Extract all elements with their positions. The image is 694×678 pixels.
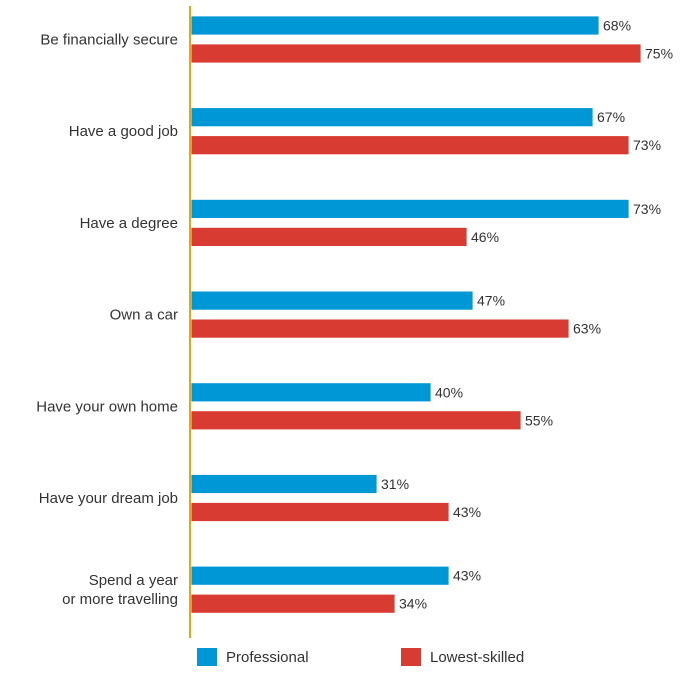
data-label-professional-2: 73%: [633, 201, 661, 217]
data-label-lowest-skilled-3: 63%: [573, 321, 601, 337]
legend-label-professional: Professional: [226, 649, 309, 666]
bar-professional-0: [190, 15, 600, 36]
bar-professional-2: [190, 198, 630, 219]
category-label-5: Have your dream job: [39, 490, 178, 507]
bar-lowest-skilled-2: [190, 226, 468, 247]
category-label-0: Be financially secure: [40, 32, 178, 49]
category-label-line: Have a good job: [69, 123, 178, 140]
data-label-lowest-skilled-2: 46%: [471, 229, 499, 245]
bar-lowest-skilled-1: [190, 135, 630, 156]
data-label-professional-1: 67%: [597, 109, 625, 125]
category-labels: Be financially secure Have a good job Have…: [36, 32, 178, 609]
data-label-lowest-skilled-6: 34%: [399, 596, 427, 612]
legend-swatch-professional: [197, 648, 217, 666]
bar-professional-5: [190, 474, 378, 494]
category-label-2: Have a degree: [80, 215, 178, 232]
legend: Professional Lowest-skilled: [197, 648, 524, 666]
bars-group: 68% 75% 67% 73% 73% 46% 47% 63% 40% 55% 31% 43% 43% 3…: [190, 15, 673, 614]
legend-swatch-lowest-skilled: [401, 648, 421, 666]
category-label-line: or more travelling: [62, 591, 178, 608]
data-label-lowest-skilled-0: 75%: [645, 46, 673, 62]
bar-lowest-skilled-3: [190, 318, 570, 339]
data-label-professional-4: 40%: [435, 384, 463, 400]
category-label-1: Have a good job: [69, 123, 178, 140]
bar-lowest-skilled-4: [190, 410, 522, 431]
category-label-line: Spend a year: [89, 572, 178, 589]
category-label-line: Own a car: [110, 307, 178, 324]
data-label-lowest-skilled-1: 73%: [633, 137, 661, 153]
category-label-line: Have a degree: [80, 215, 178, 232]
data-label-professional-3: 47%: [477, 293, 505, 309]
bar-professional-3: [190, 290, 474, 311]
category-label-6: Spend a year or more travelling: [62, 572, 178, 608]
bar-professional-6: [190, 565, 450, 586]
bar-lowest-skilled-5: [190, 502, 450, 522]
category-label-line: Have your dream job: [39, 490, 178, 507]
data-label-lowest-skilled-4: 55%: [525, 412, 553, 428]
data-label-professional-0: 68%: [603, 18, 631, 34]
category-label-line: Be financially secure: [40, 32, 178, 49]
legend-label-lowest-skilled: Lowest-skilled: [430, 649, 524, 666]
data-label-professional-6: 43%: [453, 568, 481, 584]
category-label-4: Have your own home: [36, 398, 178, 415]
category-label-3: Own a car: [110, 307, 178, 324]
data-label-lowest-skilled-5: 43%: [453, 504, 481, 520]
bar-professional-4: [190, 382, 432, 403]
category-label-line: Have your own home: [36, 398, 178, 415]
bar-lowest-skilled-0: [190, 43, 642, 64]
data-label-professional-5: 31%: [381, 476, 409, 492]
bar-lowest-skilled-6: [190, 593, 396, 614]
bar-professional-1: [190, 107, 594, 128]
